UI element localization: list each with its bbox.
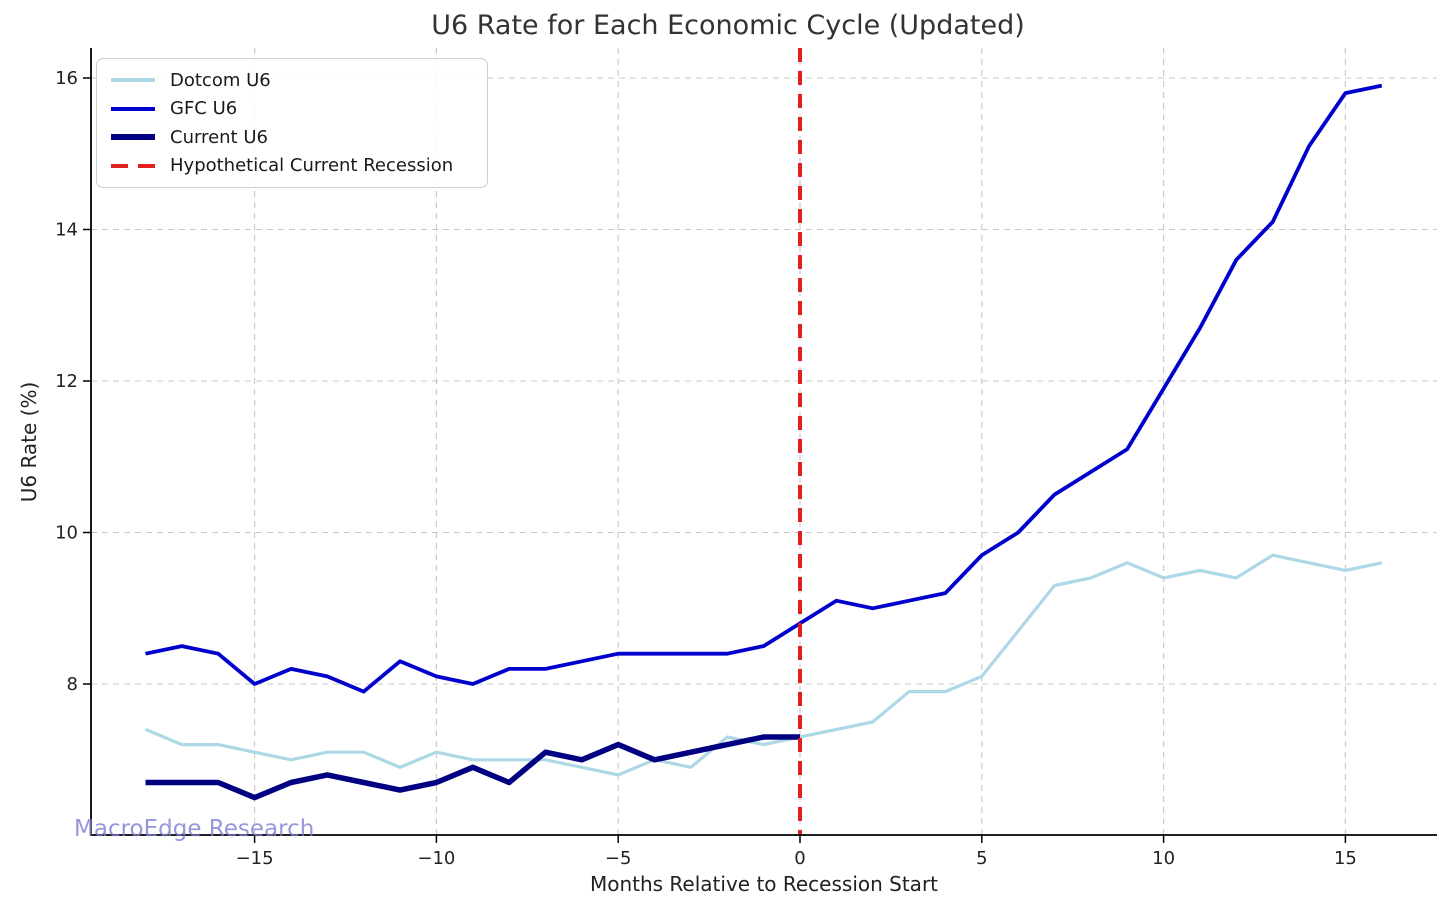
gfc-line-swatch-icon <box>111 106 155 111</box>
legend-label: GFC U6 <box>170 98 238 120</box>
legend-label: Current U6 <box>170 126 268 148</box>
x-tick-label: −10 <box>417 848 455 869</box>
y-tick-label: 14 <box>55 220 78 241</box>
x-tick-label: 10 <box>1152 848 1175 869</box>
x-tick-label: 0 <box>794 848 805 869</box>
legend-item-gfc: GFC U6 <box>111 98 473 119</box>
legend-item-current: Current U6 <box>111 127 473 148</box>
legend-box: Dotcom U6 GFC U6 Current U6 Hypothetical… <box>96 58 488 188</box>
y-tick-label: 16 <box>55 68 78 89</box>
x-tick-label: 5 <box>976 848 987 869</box>
y-tick-label: 8 <box>67 674 78 695</box>
series-line-current-u6 <box>145 734 800 801</box>
dotcom-line-swatch-icon <box>111 78 155 83</box>
x-tick-label: 15 <box>1334 848 1357 869</box>
legend-item-dotcom: Dotcom U6 <box>111 70 473 91</box>
y-tick-label: 10 <box>55 523 78 544</box>
x-tick-label: −15 <box>236 848 274 869</box>
current-line-swatch-icon <box>111 134 155 141</box>
series-line-gfc-u6 <box>145 83 1383 694</box>
legend-item-recession-vline: Hypothetical Current Recession <box>111 155 473 176</box>
series-line-dotcom-u6 <box>144 553 1383 777</box>
x-axis-label: Months Relative to Recession Start <box>589 872 939 896</box>
chart-title: U6 Rate for Each Economic Cycle (Updated… <box>431 10 1025 41</box>
dashed-line-swatch-icon <box>111 163 155 168</box>
x-tick-label: −5 <box>605 848 632 869</box>
y-tick-label: 12 <box>55 371 78 392</box>
watermark-text: MacroEdge Research <box>74 816 315 842</box>
legend-label: Dotcom U6 <box>170 69 271 91</box>
legend-label: Hypothetical Current Recession <box>170 155 454 177</box>
y-axis-label: U6 Rate (%) <box>17 381 41 503</box>
